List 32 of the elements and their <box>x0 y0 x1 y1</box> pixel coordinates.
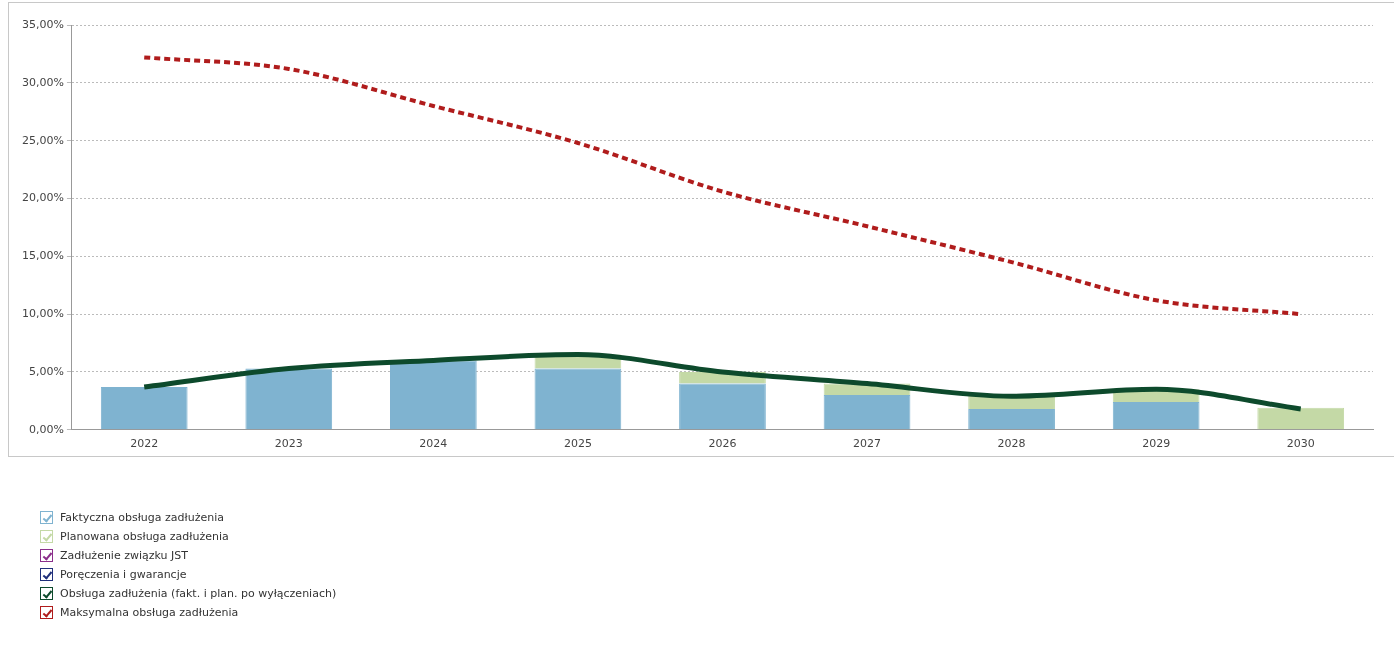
y-tick-label: 10,00% <box>21 307 64 320</box>
bar <box>823 395 911 430</box>
legend-label: Zadłużenie związku JST <box>60 549 188 562</box>
y-tick-label: 0,00% <box>28 422 64 436</box>
bar <box>100 387 188 430</box>
legend-label: Planowana obsługa zadłużenia <box>60 530 229 543</box>
bar <box>534 368 622 430</box>
x-tick-label: 2028 <box>997 437 1026 451</box>
x-tick-label: 2023 <box>274 437 303 451</box>
legend-label: Obsługa zadłużenia (fakt. i plan. po wyłączeniach) <box>60 587 337 600</box>
x-tick-label: 2027 <box>853 437 882 451</box>
legend-label: Faktyczna obsługa zadłużenia <box>60 511 224 524</box>
y-tick-label: 35,00% <box>21 17 64 31</box>
bar <box>968 408 1055 430</box>
bar <box>1112 402 1200 430</box>
x-tick-label: 2024 <box>419 437 448 451</box>
x-tick-label: 2030 <box>1286 437 1315 451</box>
y-tick-label: 20,00% <box>21 191 64 205</box>
bar <box>679 383 766 430</box>
bar <box>1257 407 1345 430</box>
y-tick-label: 15,00% <box>21 249 64 263</box>
x-tick-label: 2026 <box>708 437 737 451</box>
legend-label: Poręczenia i gwarancje <box>60 568 187 581</box>
y-tick-label: 30,00% <box>21 75 64 89</box>
bar <box>245 368 333 430</box>
y-tick-label: 5,00% <box>28 364 64 378</box>
x-tick-label: 2025 <box>563 437 592 451</box>
x-tick-label: 2022 <box>130 437 159 451</box>
y-tick-label: 25,00% <box>21 133 64 147</box>
legend-label: Maksymalna obsługa zadłużenia <box>60 606 239 619</box>
bar <box>389 360 477 430</box>
x-tick-label: 2029 <box>1142 437 1171 451</box>
